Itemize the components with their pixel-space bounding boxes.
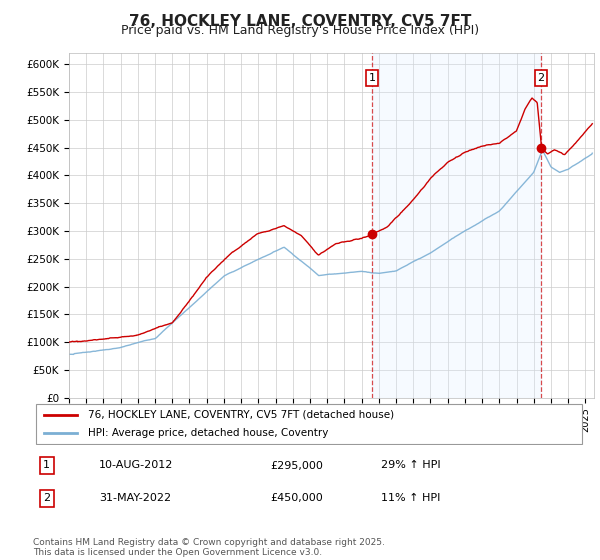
Text: 2: 2 (538, 73, 545, 83)
Text: HPI: Average price, detached house, Coventry: HPI: Average price, detached house, Cove… (88, 428, 329, 438)
Bar (372, 53, 541, 398)
Text: 29% ↑ HPI: 29% ↑ HPI (381, 460, 440, 470)
Text: 10-AUG-2012: 10-AUG-2012 (99, 460, 173, 470)
Text: £450,000: £450,000 (271, 493, 323, 503)
Text: 31-MAY-2022: 31-MAY-2022 (99, 493, 172, 503)
Text: 76, HOCKLEY LANE, COVENTRY, CV5 7FT: 76, HOCKLEY LANE, COVENTRY, CV5 7FT (129, 14, 471, 29)
Text: Contains HM Land Registry data © Crown copyright and database right 2025.
This d: Contains HM Land Registry data © Crown c… (33, 538, 385, 557)
Text: 1: 1 (43, 460, 50, 470)
FancyBboxPatch shape (36, 404, 582, 444)
Text: 2: 2 (43, 493, 50, 503)
Text: £295,000: £295,000 (271, 460, 323, 470)
Text: Price paid vs. HM Land Registry's House Price Index (HPI): Price paid vs. HM Land Registry's House … (121, 24, 479, 37)
Text: 1: 1 (368, 73, 376, 83)
Text: 76, HOCKLEY LANE, COVENTRY, CV5 7FT (detached house): 76, HOCKLEY LANE, COVENTRY, CV5 7FT (det… (88, 410, 394, 420)
Text: 11% ↑ HPI: 11% ↑ HPI (381, 493, 440, 503)
